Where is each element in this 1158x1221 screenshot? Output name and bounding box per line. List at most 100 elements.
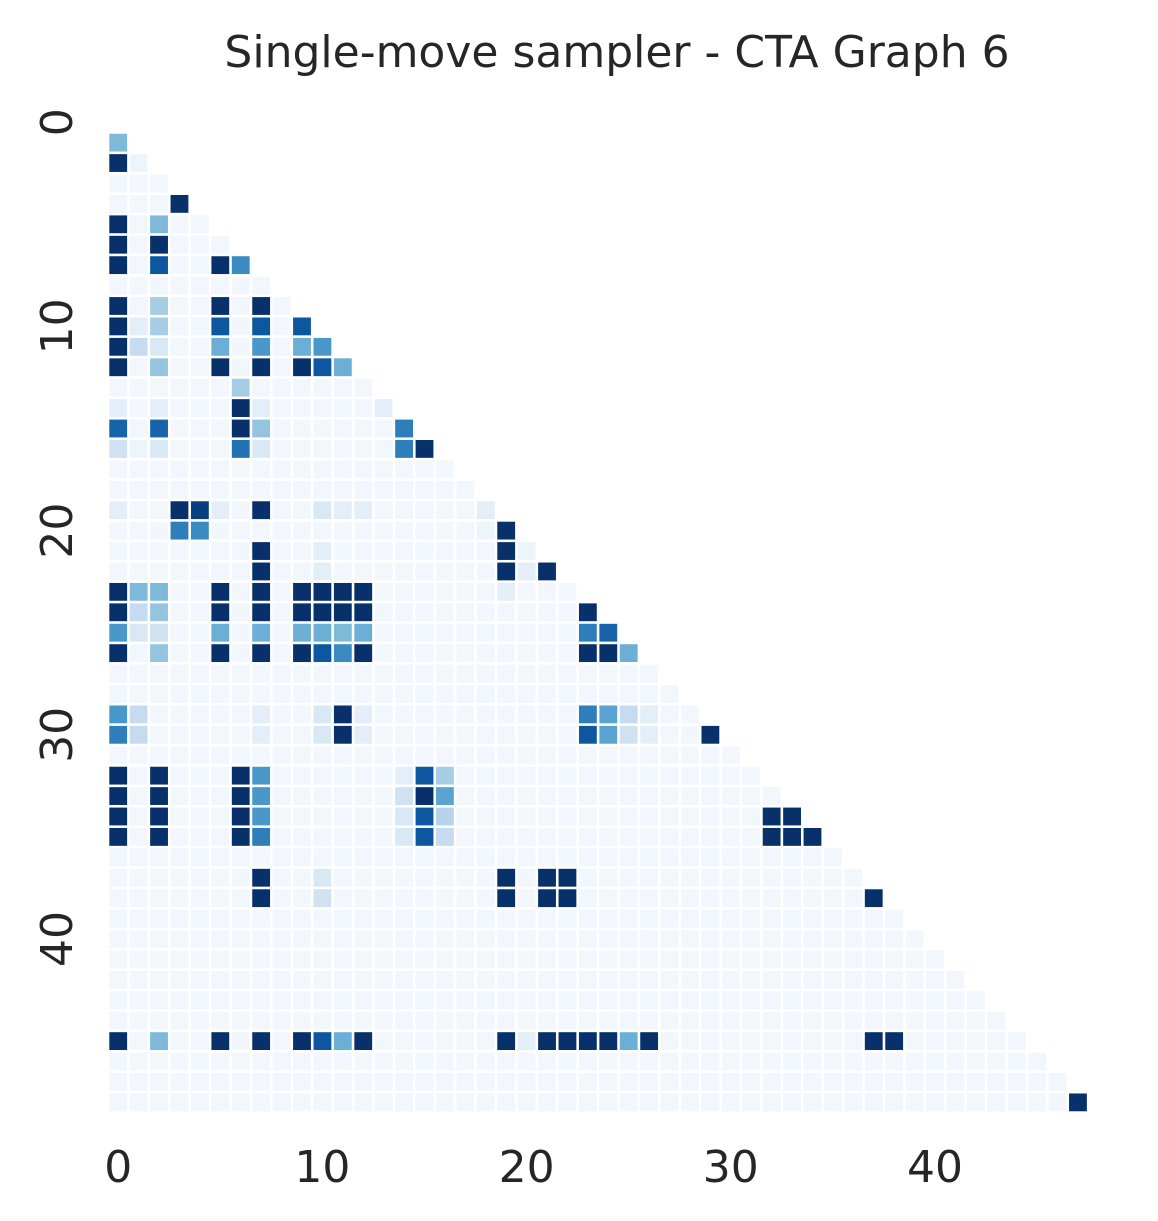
heatmap-cell [109, 868, 128, 887]
heatmap-cell [252, 399, 271, 417]
heatmap-cell [109, 889, 128, 908]
heatmap-cell [170, 889, 189, 908]
heatmap-cell [354, 889, 373, 908]
heatmap-cell [456, 1032, 475, 1051]
heatmap-cell [129, 950, 148, 969]
heatmap-cell [436, 848, 454, 867]
heatmap-cell [517, 807, 536, 826]
heatmap-cell [313, 440, 332, 458]
heatmap-cell [374, 766, 393, 785]
heatmap-cell [415, 868, 434, 887]
heatmap-cell [374, 970, 393, 989]
heatmap-cell [211, 1093, 230, 1112]
heatmap-cell [987, 1052, 1006, 1071]
heatmap-cell [313, 787, 332, 805]
heatmap-cell [395, 582, 413, 601]
heatmap-cell [824, 1052, 842, 1071]
heatmap-cell [578, 623, 597, 642]
heatmap-cell [681, 1011, 699, 1030]
heatmap-cell [619, 889, 638, 908]
heatmap-cell [109, 766, 128, 785]
heatmap-cell [476, 807, 495, 826]
heatmap-cell [578, 766, 597, 785]
heatmap-cell [333, 664, 352, 683]
heatmap-cell [252, 419, 271, 438]
heatmap-cell [109, 337, 128, 356]
heatmap-cell [578, 746, 597, 765]
heatmap-cell [538, 582, 556, 601]
heatmap-cell [354, 623, 373, 642]
heatmap-cell [578, 950, 597, 969]
heatmap-cell [640, 1073, 659, 1091]
heatmap-cell [129, 787, 148, 805]
heatmap-cell [272, 930, 291, 948]
heatmap-cell [558, 807, 577, 826]
heatmap-cell [701, 766, 720, 785]
heatmap-cell [844, 1032, 863, 1051]
heatmap-cell [272, 1032, 291, 1051]
heatmap-cell [415, 644, 434, 663]
heatmap-cell [374, 828, 393, 846]
heatmap-cell [190, 848, 209, 867]
heatmap-cell [619, 644, 638, 663]
heatmap-cell [252, 807, 271, 826]
heatmap-cell [333, 930, 352, 948]
heatmap-cell [374, 664, 393, 683]
heatmap-cell [272, 685, 291, 703]
heatmap-cell [824, 909, 842, 928]
heatmap-cell [252, 848, 271, 867]
heatmap-cell [333, 378, 352, 397]
heatmap-cell [170, 378, 189, 397]
heatmap-cell [742, 970, 761, 989]
heatmap-cell [252, 685, 271, 703]
heatmap-cell [293, 889, 311, 908]
heatmap-cell [170, 460, 189, 479]
heatmap-cell [395, 664, 413, 683]
heatmap-cell [293, 358, 311, 377]
heatmap-cell [272, 868, 291, 887]
heatmap-cell [456, 501, 475, 520]
heatmap-cell [742, 807, 761, 826]
heatmap-cell [701, 828, 720, 846]
heatmap-cell [803, 930, 822, 948]
heatmap-cell [190, 725, 209, 744]
heatmap-cell [211, 562, 230, 581]
heatmap-cell [783, 950, 801, 969]
heatmap-cell [231, 828, 250, 846]
heatmap-cell [109, 664, 128, 683]
heatmap-cell [619, 991, 638, 1010]
heatmap-cell [190, 1073, 209, 1091]
heatmap-cell [272, 664, 291, 683]
heatmap-cell [293, 480, 311, 499]
heatmap-cell [578, 787, 597, 805]
heatmap-cell [824, 1093, 842, 1112]
heatmap-cell [762, 868, 781, 887]
heatmap-cell [824, 868, 842, 887]
heatmap-cell [313, 480, 332, 499]
heatmap-cell [558, 970, 577, 989]
heatmap-cell [272, 297, 291, 315]
heatmap-cell [436, 787, 454, 805]
heatmap-cell [578, 807, 597, 826]
heatmap-cell [211, 521, 230, 540]
heatmap-cell [109, 685, 128, 703]
heatmap-cell [354, 746, 373, 765]
heatmap-cell [538, 1011, 556, 1030]
heatmap-cell [109, 909, 128, 928]
heatmap-cell [211, 419, 230, 438]
heatmap-cell [354, 970, 373, 989]
heatmap-cell [824, 1073, 842, 1091]
heatmap-cell [333, 787, 352, 805]
heatmap-cell [762, 1011, 781, 1030]
heatmap-cell [109, 582, 128, 601]
heatmap-cell [864, 991, 883, 1010]
heatmap-cell [415, 746, 434, 765]
heatmap-cell [252, 889, 271, 908]
heatmap-cell [844, 970, 863, 989]
heatmap-cell [721, 787, 740, 805]
heatmap-cell [742, 930, 761, 948]
heatmap-cell [456, 889, 475, 908]
heatmap-cell [558, 603, 577, 622]
heatmap-cell [354, 725, 373, 744]
heatmap-cell [272, 480, 291, 499]
